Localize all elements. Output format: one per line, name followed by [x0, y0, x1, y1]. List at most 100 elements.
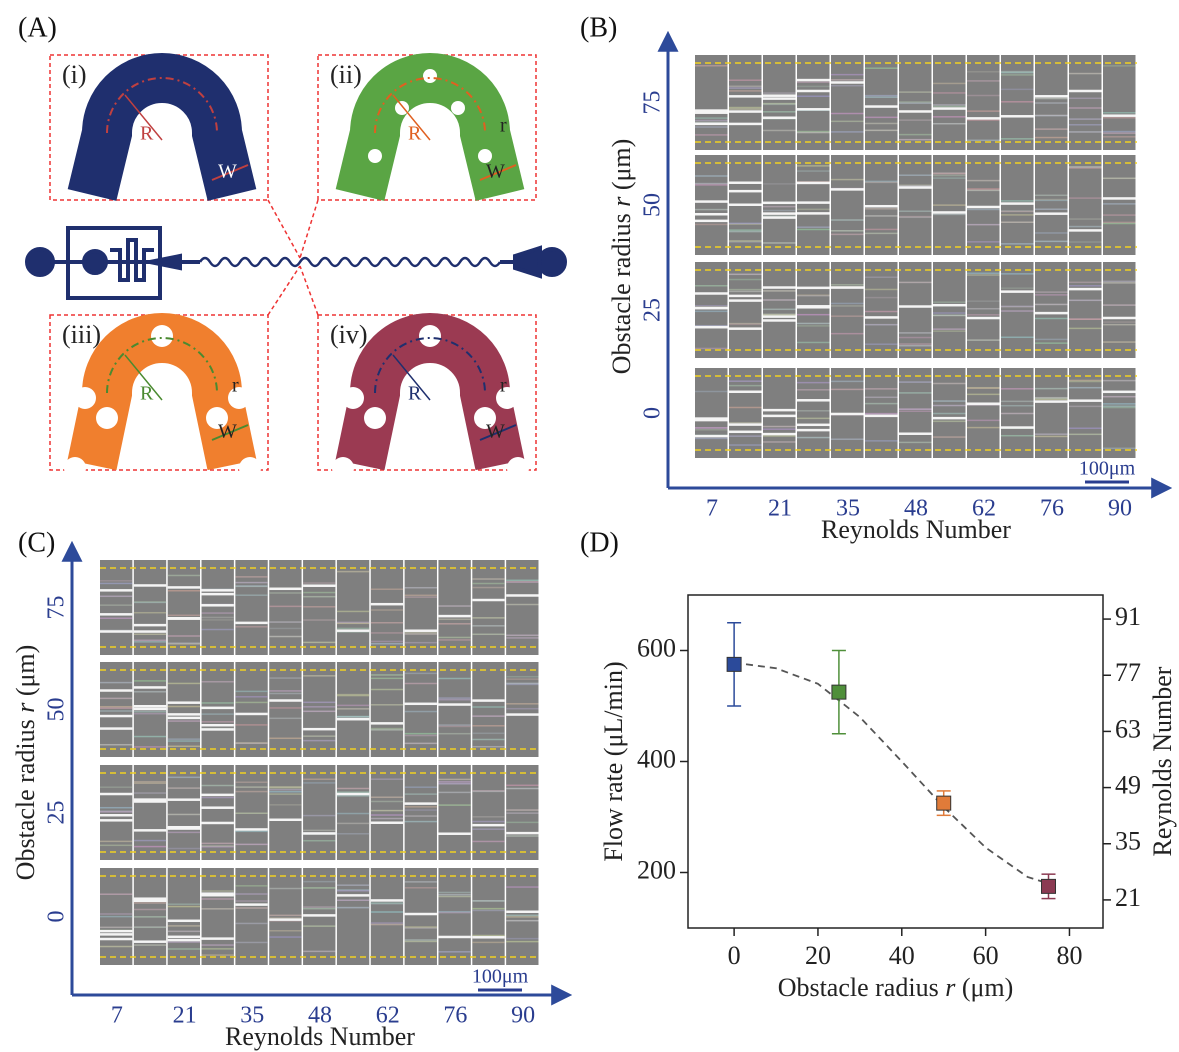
focused-stream: [797, 286, 830, 290]
axis-label: Reynolds Number: [821, 515, 1011, 544]
image-streak: [865, 116, 898, 119]
image-streak: [100, 840, 133, 843]
image-tile: [763, 55, 796, 150]
focused-stream: [695, 200, 728, 203]
row-label: 25: [640, 298, 666, 322]
image-streak: [797, 170, 830, 172]
image-streak: [1103, 221, 1136, 224]
image-streak: [235, 724, 268, 726]
image-streak: [472, 820, 505, 823]
image-tile: [370, 560, 404, 655]
image-streak: [370, 677, 404, 680]
image-streak: [729, 85, 762, 88]
focused-stream: [763, 319, 796, 322]
image-streak: [797, 436, 830, 439]
focused-stream: [167, 713, 201, 716]
image-streak: [729, 230, 762, 233]
image-streak: [269, 917, 302, 919]
image-streak: [404, 594, 437, 597]
image-streak: [899, 91, 932, 93]
image-streak: [167, 948, 201, 950]
image-streak: [506, 821, 539, 824]
image-streak: [506, 675, 539, 678]
focused-stream: [100, 714, 133, 718]
image-streak: [865, 310, 898, 313]
focused-stream: [303, 584, 336, 587]
image-streak: [831, 315, 864, 317]
obstacle-label: r: [232, 375, 239, 397]
image-streak: [506, 707, 539, 710]
focused-stream: [1103, 114, 1136, 117]
focused-stream: [133, 707, 167, 711]
image-streak: [1103, 132, 1136, 134]
image-streak: [1035, 97, 1068, 100]
obstacle-label: r: [500, 375, 507, 397]
data-point: [831, 684, 847, 700]
image-streak: [695, 184, 728, 186]
image-streak: [303, 829, 336, 832]
channel-arch: [67, 313, 257, 471]
axis-label-part: (μm): [11, 645, 40, 703]
image-streak: [729, 108, 762, 110]
focused-stream: [967, 402, 1000, 405]
focused-stream: [763, 116, 796, 119]
image-streak: [1035, 435, 1068, 438]
obstacle: [364, 407, 386, 429]
image-streak: [303, 814, 336, 817]
image-tile: [472, 868, 505, 965]
image-streak: [967, 404, 1000, 406]
image-streak: [201, 796, 234, 799]
image-tile: [438, 662, 471, 757]
image-streak: [472, 633, 505, 636]
image-streak: [797, 381, 830, 384]
image-streak: [167, 925, 201, 927]
image-streak: [438, 605, 471, 607]
image-streak: [404, 887, 437, 889]
image-tile: [865, 262, 898, 358]
image-tile: [1035, 155, 1068, 255]
image-tile: [201, 560, 234, 655]
focused-stream: [1069, 89, 1102, 93]
image-streak: [269, 920, 302, 922]
focused-stream: [269, 918, 302, 921]
column-label: 48: [904, 496, 928, 522]
image-tile: [336, 868, 370, 965]
image-streak: [1035, 338, 1068, 341]
x-tick-label: 40: [889, 941, 915, 970]
image-streak: [269, 605, 302, 608]
image-streak: [797, 208, 830, 211]
image-streak: [729, 406, 762, 409]
row-label: 0: [640, 407, 666, 419]
focused-stream: [831, 188, 864, 191]
image-streak: [235, 922, 268, 925]
image-streak: [506, 937, 539, 940]
image-streak: [865, 94, 898, 97]
image-streak: [1001, 287, 1034, 289]
image-streak: [370, 643, 404, 645]
focused-stream: [269, 818, 302, 822]
image-streak: [472, 617, 505, 619]
focused-stream: [1035, 95, 1068, 98]
image-streak: [235, 701, 268, 704]
image-streak: [933, 104, 966, 106]
image-streak: [167, 642, 201, 644]
image-streak: [404, 641, 437, 644]
image-streak: [370, 800, 404, 803]
image-streak: [1001, 214, 1034, 216]
obstacle: [332, 457, 354, 479]
image-streak: [201, 721, 234, 723]
image-streak: [303, 595, 336, 598]
image-streak: [729, 288, 762, 291]
image-streak: [370, 588, 404, 590]
image-streak: [336, 889, 370, 891]
image-streak: [370, 632, 404, 634]
image-streak: [269, 627, 302, 630]
image-streak: [100, 844, 133, 847]
focused-stream: [167, 617, 201, 620]
image-streak: [133, 926, 167, 929]
focused-stream: [695, 212, 728, 216]
image-streak: [303, 839, 336, 842]
focused-stream: [729, 327, 762, 330]
focused-stream: [1069, 399, 1102, 402]
focused-stream: [133, 584, 167, 587]
